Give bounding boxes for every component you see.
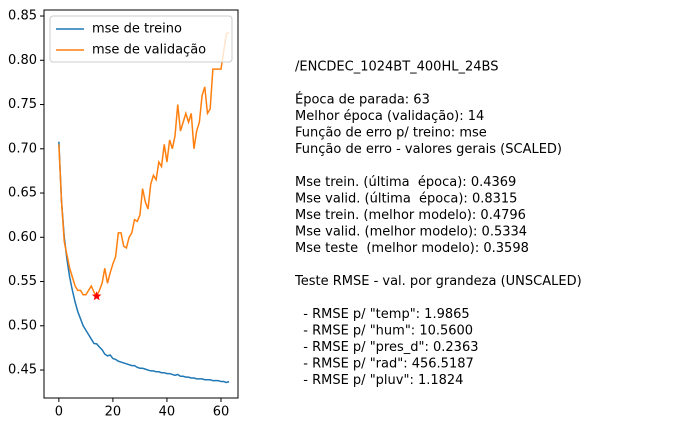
annotation-line: - RMSE p/ "rad": 456.5187 <box>295 357 474 372</box>
annotation-line: - RMSE p/ "temp": 1.9865 <box>295 307 470 322</box>
annotation-line: /ENCDEC_1024BT_400HL_24BS <box>295 60 498 75</box>
x-tick-label: 0 <box>55 405 63 420</box>
annotation-line: Função de erro - valores gerais (SCALED) <box>295 142 562 157</box>
annotation-line: Mse trein. (melhor modelo): 0.4796 <box>295 208 526 223</box>
x-tick-label: 40 <box>159 405 176 420</box>
y-tick-label: 0.85 <box>8 9 37 24</box>
annotation-line: - RMSE p/ "pluv": 1.1824 <box>295 373 463 388</box>
y-tick-label: 0.60 <box>8 230 37 245</box>
annotation-line: Teste RMSE - val. por grandeza (UNSCALED… <box>294 274 582 289</box>
annotation-line: Mse valid. (melhor modelo): 0.5334 <box>295 225 527 240</box>
annotation-line: - RMSE p/ "pres_d": 0.2363 <box>295 340 479 355</box>
axes-frame <box>43 9 239 399</box>
y-tick-label: 0.45 <box>8 363 37 378</box>
y-tick-label: 0.75 <box>8 97 37 112</box>
y-tick-label: 0.50 <box>8 318 37 333</box>
annotation-line: Função de erro p/ treino: mse <box>295 126 487 141</box>
y-tick-label: 0.55 <box>8 274 37 289</box>
annotation-line: Melhor época (validação): 14 <box>295 109 484 124</box>
best-point <box>91 291 102 301</box>
x-tick-label: 60 <box>213 405 230 420</box>
x-tick-label: 20 <box>105 405 122 420</box>
annotation-line: Mse trein. (última época): 0.4369 <box>295 175 516 190</box>
legend-label: mse de validação <box>92 43 206 58</box>
annotation-line: Mse valid. (última época): 0.8315 <box>295 192 517 207</box>
series-line <box>58 141 230 384</box>
annotation-line: - RMSE p/ "hum": 10.5600 <box>295 324 473 339</box>
y-tick-label: 0.70 <box>8 141 37 156</box>
series-line <box>58 31 230 298</box>
annotation-line: Época de parada: 63 <box>295 92 430 108</box>
legend-label: mse de treino <box>92 22 182 37</box>
annotation-line: Mse teste (melhor modelo): 0.3598 <box>295 241 529 256</box>
legend-box <box>49 15 233 63</box>
y-tick-label: 0.65 <box>8 186 37 201</box>
y-tick-label: 0.80 <box>8 53 37 68</box>
